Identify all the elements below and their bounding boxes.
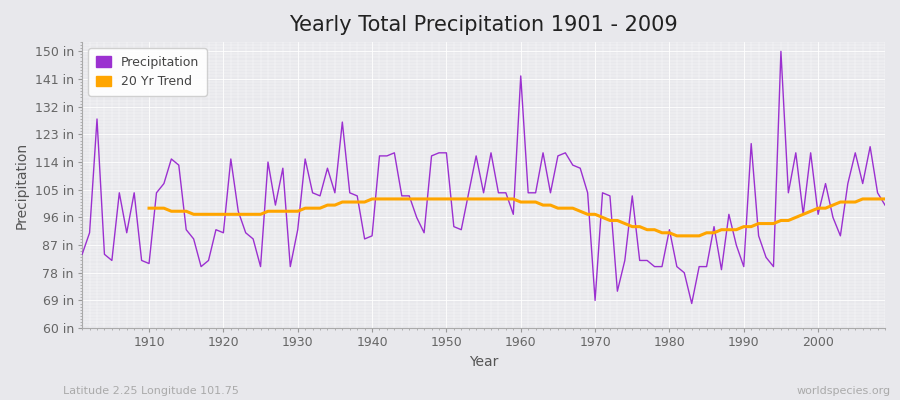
20 Yr Trend (366, 196, 377, 201)
Precipitation (508, 212, 518, 217)
Precipitation (76, 252, 87, 257)
20 Yr Trend (835, 200, 846, 204)
Precipitation (300, 156, 310, 161)
X-axis label: Year: Year (469, 355, 499, 369)
Text: worldspecies.org: worldspecies.org (796, 386, 891, 396)
20 Yr Trend (285, 209, 296, 214)
20 Yr Trend (590, 212, 600, 217)
20 Yr Trend (858, 196, 868, 201)
20 Yr Trend (144, 206, 155, 210)
20 Yr Trend (879, 196, 890, 201)
Precipitation (136, 258, 147, 263)
Precipitation (345, 190, 356, 195)
Precipitation (605, 194, 616, 198)
Text: Latitude 2.25 Longitude 101.75: Latitude 2.25 Longitude 101.75 (63, 386, 238, 396)
Precipitation (879, 203, 890, 208)
20 Yr Trend (671, 234, 682, 238)
Y-axis label: Precipitation: Precipitation (15, 142, 29, 229)
Precipitation (516, 74, 526, 78)
Legend: Precipitation, 20 Yr Trend: Precipitation, 20 Yr Trend (88, 48, 207, 96)
Precipitation (687, 301, 698, 306)
Line: Precipitation: Precipitation (82, 51, 885, 304)
Precipitation (776, 49, 787, 54)
20 Yr Trend (530, 200, 541, 204)
Line: 20 Yr Trend: 20 Yr Trend (149, 199, 885, 236)
Title: Yearly Total Precipitation 1901 - 2009: Yearly Total Precipitation 1901 - 2009 (289, 15, 678, 35)
20 Yr Trend (315, 206, 326, 210)
